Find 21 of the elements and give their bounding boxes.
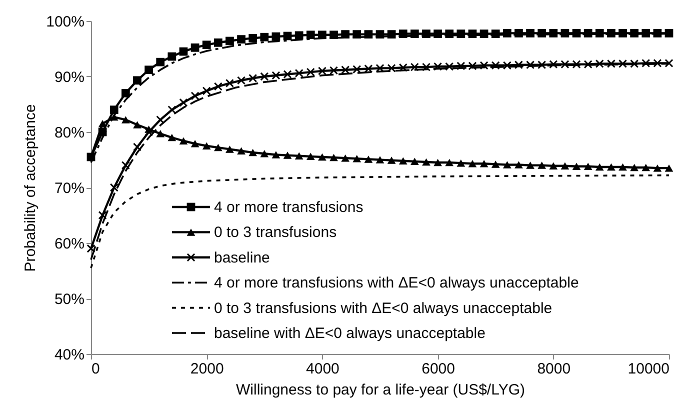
y-tick-label: 70%: [54, 180, 84, 197]
y-tick-label: 50%: [54, 291, 84, 308]
y-axis-title: Probability of acceptance: [22, 104, 40, 272]
legend-label: 4 or more transfusions: [214, 199, 364, 216]
x-tick-label: 6000: [422, 360, 455, 378]
x-axis-title: Willingness to pay for a life-year (US$/LYG): [236, 382, 525, 398]
x-tick-label: 2000: [190, 360, 224, 378]
legend-label: baseline: [214, 249, 270, 266]
x-tick-label: 10000: [628, 360, 670, 378]
y-tick-label: 40%: [54, 346, 84, 364]
y-tick-label: 80%: [54, 124, 84, 142]
x-tick-label: 8000: [537, 360, 571, 378]
x-tick-label: 0: [92, 360, 100, 378]
legend-label: 4 or more transfusions with ΔE<0 always unacceptable: [214, 274, 579, 292]
legend-label: 0 to 3 transfusions: [214, 224, 337, 242]
legend-label: 0 to 3 transfusions with ΔE<0 always unacceptable: [214, 300, 552, 317]
x-tick-label: 4000: [306, 360, 340, 378]
y-tick-label: 100%: [46, 14, 84, 30]
legend-label: baseline with ΔE<0 always unacceptable: [214, 325, 486, 342]
y-tick-label: 90%: [54, 69, 84, 86]
y-tick-label: 60%: [54, 236, 84, 252]
